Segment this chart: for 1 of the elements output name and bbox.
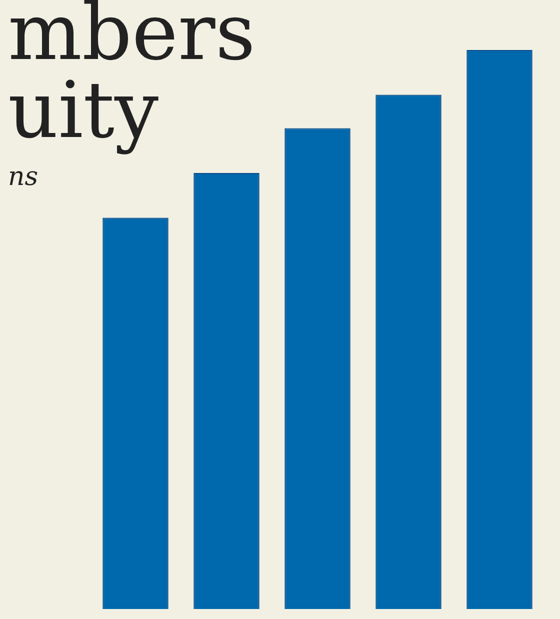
text: ns <box>8 162 38 192</box>
